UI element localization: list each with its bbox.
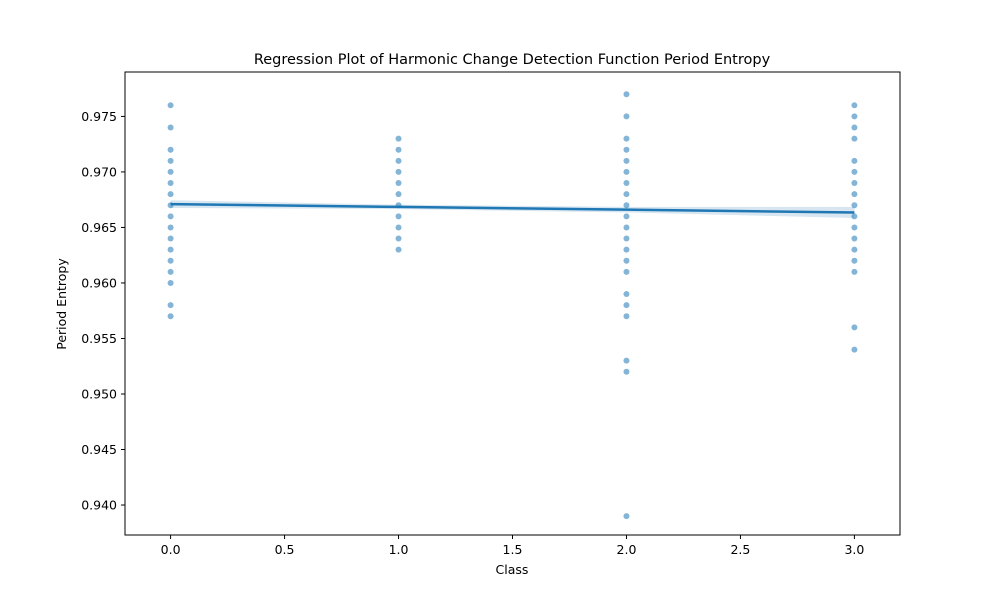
data-point <box>623 302 630 309</box>
data-point <box>167 246 174 253</box>
data-point <box>167 213 174 220</box>
data-point <box>851 268 858 275</box>
x-tick-label: 1.0 <box>389 542 409 557</box>
data-point <box>167 224 174 231</box>
data-point <box>623 180 630 187</box>
x-tick-label: 1.5 <box>503 542 523 557</box>
data-point <box>395 246 402 253</box>
data-point <box>623 135 630 142</box>
data-point <box>851 191 858 198</box>
data-point <box>851 113 858 120</box>
data-point <box>623 146 630 153</box>
data-point <box>395 168 402 175</box>
data-point <box>623 191 630 198</box>
data-point <box>851 246 858 253</box>
data-point <box>851 135 858 142</box>
data-point <box>623 168 630 175</box>
x-tick-label: 2.5 <box>730 542 750 557</box>
data-point <box>167 268 174 275</box>
plot-area <box>167 91 858 520</box>
y-axis-label: Period Entropy <box>54 258 69 350</box>
x-tick-label: 3.0 <box>844 542 864 557</box>
regression-line <box>170 202 855 214</box>
y-tick-label: 0.975 <box>81 109 117 124</box>
data-point <box>395 235 402 242</box>
data-point <box>851 102 858 109</box>
data-point <box>167 146 174 153</box>
data-point <box>167 191 174 198</box>
data-point <box>395 191 402 198</box>
data-point <box>851 180 858 187</box>
data-point <box>851 324 858 331</box>
data-point <box>623 113 630 120</box>
x-axis-label: Class <box>496 562 529 577</box>
data-point <box>167 302 174 309</box>
data-point <box>623 313 630 320</box>
axes-frame <box>124 71 901 536</box>
y-tick-label: 0.965 <box>81 220 117 235</box>
data-point <box>623 246 630 253</box>
data-point <box>395 224 402 231</box>
y-axis: 0.940 0.945 0.950 0.955 0.960 0.965 0.970 0.975 <box>81 109 125 513</box>
x-tick-label: 0.0 <box>161 542 181 557</box>
data-point <box>395 180 402 187</box>
chart-title: Regression Plot of Harmonic Change Detec… <box>254 52 771 68</box>
data-point <box>851 157 858 164</box>
data-point <box>851 346 858 353</box>
data-point <box>623 224 630 231</box>
x-axis: 0.0 0.5 1.0 1.5 2.0 2.5 3.0 <box>161 535 864 557</box>
data-point <box>167 279 174 286</box>
data-point <box>623 513 630 520</box>
data-point <box>623 91 630 98</box>
data-point <box>623 157 630 164</box>
y-tick-label: 0.970 <box>81 164 117 179</box>
data-point <box>167 257 174 264</box>
data-point <box>851 257 858 264</box>
data-point <box>623 291 630 298</box>
y-tick-label: 0.940 <box>81 498 117 513</box>
data-point <box>623 202 630 209</box>
data-point <box>851 124 858 131</box>
scatter-points <box>167 91 858 520</box>
data-point <box>851 213 858 220</box>
data-point <box>167 168 174 175</box>
data-point <box>167 235 174 242</box>
data-point <box>395 213 402 220</box>
y-tick-label: 0.950 <box>81 386 117 401</box>
data-point <box>623 268 630 275</box>
data-point <box>623 213 630 220</box>
y-tick-label: 0.960 <box>81 275 117 290</box>
data-point <box>395 135 402 142</box>
data-point <box>851 235 858 242</box>
y-tick-label: 0.955 <box>81 331 117 346</box>
x-tick-label: 2.0 <box>617 542 637 557</box>
data-point <box>395 146 402 153</box>
data-point <box>623 368 630 375</box>
data-point <box>851 168 858 175</box>
data-point <box>167 157 174 164</box>
data-point <box>623 257 630 264</box>
data-point <box>167 102 174 109</box>
x-tick-label: 0.5 <box>275 542 295 557</box>
y-tick-label: 0.945 <box>81 442 117 457</box>
data-point <box>395 157 402 164</box>
data-point <box>623 357 630 364</box>
data-point <box>167 124 174 131</box>
data-point <box>851 224 858 231</box>
data-point <box>623 235 630 242</box>
data-point <box>851 202 858 209</box>
data-point <box>167 180 174 187</box>
data-point <box>167 313 174 320</box>
